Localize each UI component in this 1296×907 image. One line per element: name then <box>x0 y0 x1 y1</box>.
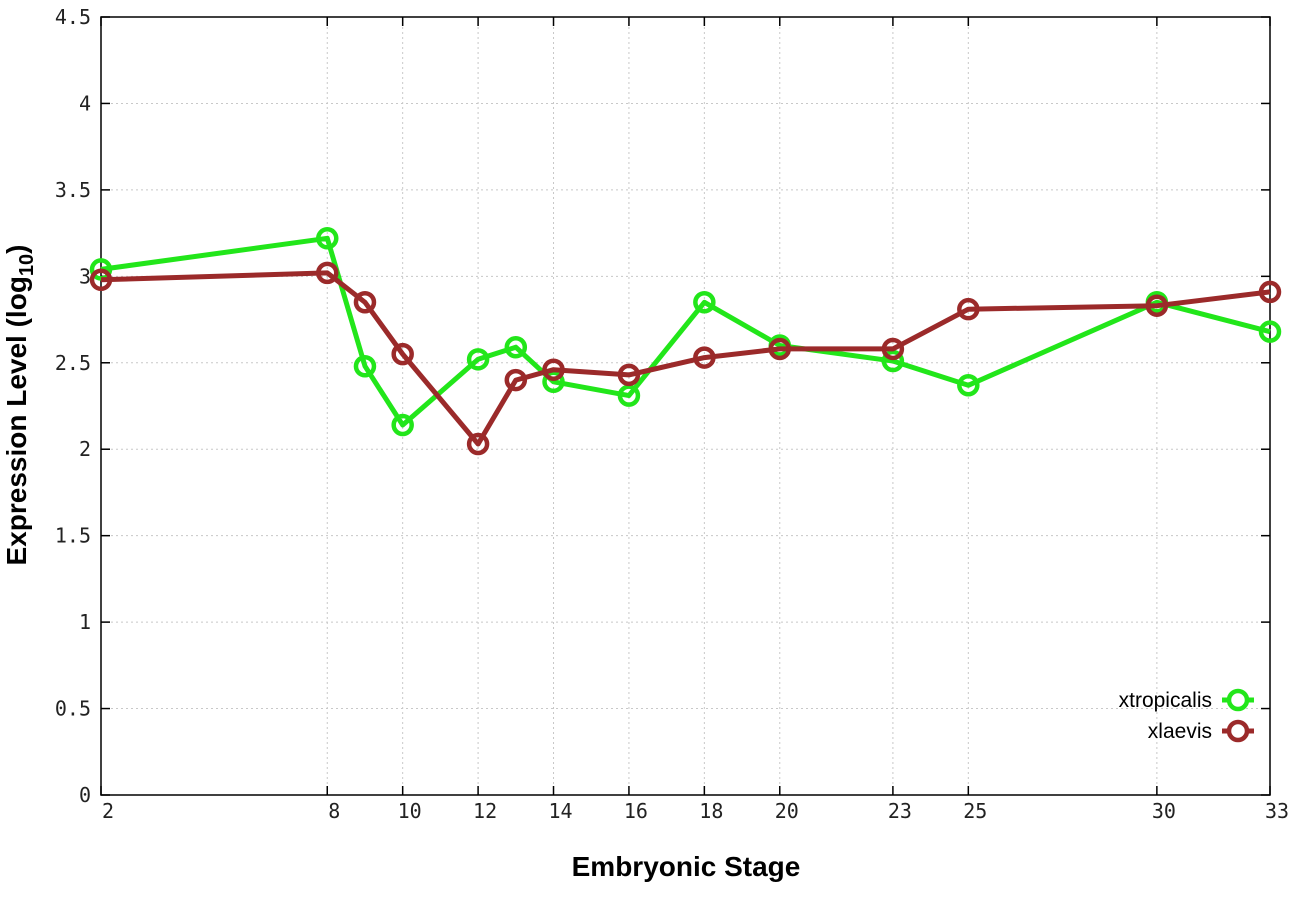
data-point-xlaevis <box>1145 294 1169 317</box>
data-point-xtropicalis <box>881 349 905 373</box>
series-line-xtropicalis <box>100 235 1271 428</box>
x-tick-label: 23 <box>888 799 912 823</box>
axis-ticks: 0 0.5 1 1.5 2 2.5 3 3.5 4 4.5 2 8 10 12 14 16 18 20 23 25 30… <box>55 5 1289 823</box>
y-axis-title-close: ) <box>1 245 32 254</box>
x-tick-label: 20 <box>775 799 799 823</box>
data-point-xtropicalis <box>957 374 980 397</box>
data-point-xtropicalis <box>504 335 528 359</box>
data-point-xlaevis <box>881 337 905 361</box>
data-point-xlaevis <box>504 368 528 392</box>
grid <box>101 17 1270 795</box>
x-tick-label: 33 <box>1265 799 1289 823</box>
data-point-xlaevis <box>89 268 113 292</box>
x-tick-label: 18 <box>699 799 723 823</box>
data-point-xlaevis <box>391 342 414 366</box>
data-point-xtropicalis <box>617 384 641 407</box>
data-point-xlaevis <box>316 261 339 285</box>
data-point-xlaevis <box>617 363 641 387</box>
y-axis-title: Expression Level (log10) <box>1 245 38 566</box>
y-tick-label: 1.5 <box>55 524 91 548</box>
x-tick-label: 30 <box>1152 799 1176 823</box>
y-axis-title-subscript: 10 <box>16 254 38 276</box>
data-point-xlaevis <box>466 432 490 456</box>
data-point-xlaevis <box>768 337 792 361</box>
x-tick-label: 8 <box>328 799 340 823</box>
y-tick-label: 2.5 <box>55 351 91 375</box>
legend: xtropicalis xlaevis <box>1119 688 1254 743</box>
x-tick-label: 25 <box>963 799 987 823</box>
x-tick-label: 16 <box>624 799 648 823</box>
y-tick-label: 0.5 <box>55 697 91 721</box>
y-tick-label: 4.5 <box>55 5 91 29</box>
x-axis-title: Embryonic Stage <box>572 851 801 882</box>
data-point-xlaevis <box>957 297 980 321</box>
data-point-xtropicalis <box>391 413 414 437</box>
data-point-xtropicalis <box>693 291 716 314</box>
y-tick-label: 3.5 <box>55 178 91 202</box>
data-point-xtropicalis <box>316 227 339 250</box>
legend-label-xtropicalis: xtropicalis <box>1119 689 1212 712</box>
data-point-xtropicalis <box>542 370 565 394</box>
x-tick-label: 14 <box>548 799 572 823</box>
x-tick-label: 10 <box>398 799 422 823</box>
x-tick-label: 12 <box>473 799 497 823</box>
y-tick-label: 3 <box>79 264 91 288</box>
y-tick-label: 1 <box>79 610 91 634</box>
plot-frame <box>100 16 1271 796</box>
data-point-xlaevis <box>1258 280 1282 304</box>
legend-label-xlaevis: xlaevis <box>1148 720 1212 743</box>
data-point-xlaevis <box>542 358 565 381</box>
y-tick-label: 2 <box>79 437 91 461</box>
data-point-xlaevis <box>353 291 377 314</box>
data-point-xtropicalis <box>353 354 377 378</box>
legend-marker-xtropicalis <box>1226 688 1250 712</box>
series-line-xlaevis <box>100 270 1271 447</box>
series-xtropicalis <box>89 227 1282 437</box>
data-point-xtropicalis <box>466 348 490 371</box>
legend-marker-xlaevis <box>1226 719 1250 743</box>
series-xlaevis <box>89 261 1282 456</box>
y-axis-title-main: Expression Level (log <box>1 276 32 565</box>
y-tick-label: 0 <box>79 783 91 807</box>
x-tick-label: 2 <box>102 799 114 823</box>
y-tick-label: 4 <box>79 91 91 115</box>
data-point-xlaevis <box>693 346 716 369</box>
series-lines <box>89 227 1282 456</box>
data-point-xtropicalis <box>1258 320 1282 343</box>
